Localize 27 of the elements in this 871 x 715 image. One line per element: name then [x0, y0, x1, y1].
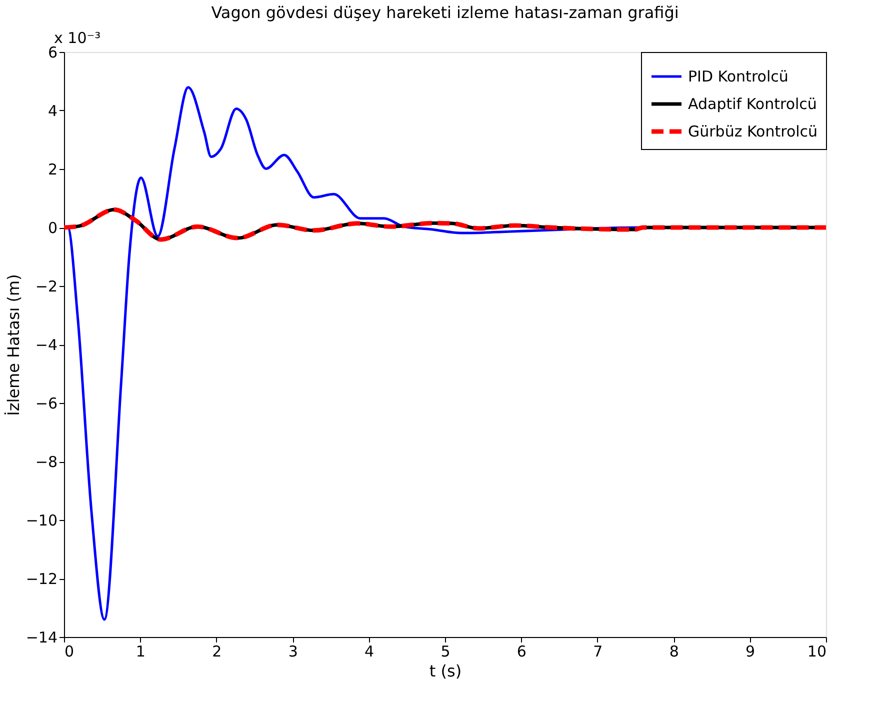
legend-label: Gürbüz Kontrolcü — [688, 122, 818, 140]
x-tick-label: 2 — [212, 642, 222, 660]
x-tick-label: 6 — [516, 642, 526, 660]
legend-label: PID Kontrolcü — [688, 68, 788, 86]
y-axis-title: İzleme Hatası (m) — [4, 274, 23, 416]
x-tick-label: 1 — [136, 642, 146, 660]
y-tick-label: −14 — [26, 628, 58, 646]
x-axis-title: t (s) — [429, 662, 462, 680]
chart-title: Vagon gövdesi düşey hareketi izleme hatası-zaman grafiği — [211, 3, 679, 22]
x-tick-label: 3 — [288, 642, 298, 660]
y-tick-label: −12 — [26, 570, 58, 588]
y-tick-label: −10 — [26, 512, 58, 530]
y-tick-label: 0 — [48, 219, 58, 237]
x-tick-label: 4 — [364, 642, 374, 660]
y-tick-label: −6 — [35, 394, 58, 412]
x-tick-label: 10 — [807, 642, 826, 660]
x-tick-label: 9 — [746, 642, 756, 660]
legend-label: Adaptif Kontrolcü — [688, 95, 817, 113]
x-tick-label: 8 — [669, 642, 679, 660]
x-tick-label: 0 — [64, 642, 74, 660]
y-tick-label: −2 — [35, 278, 58, 296]
x-tick-label: 7 — [593, 642, 603, 660]
y-tick-label: 2 — [48, 160, 58, 178]
y-tick-label: 4 — [48, 102, 58, 120]
x-tick-label: 5 — [440, 642, 450, 660]
y-tick-label: −4 — [35, 336, 58, 354]
y-tick-label: −8 — [35, 453, 58, 471]
